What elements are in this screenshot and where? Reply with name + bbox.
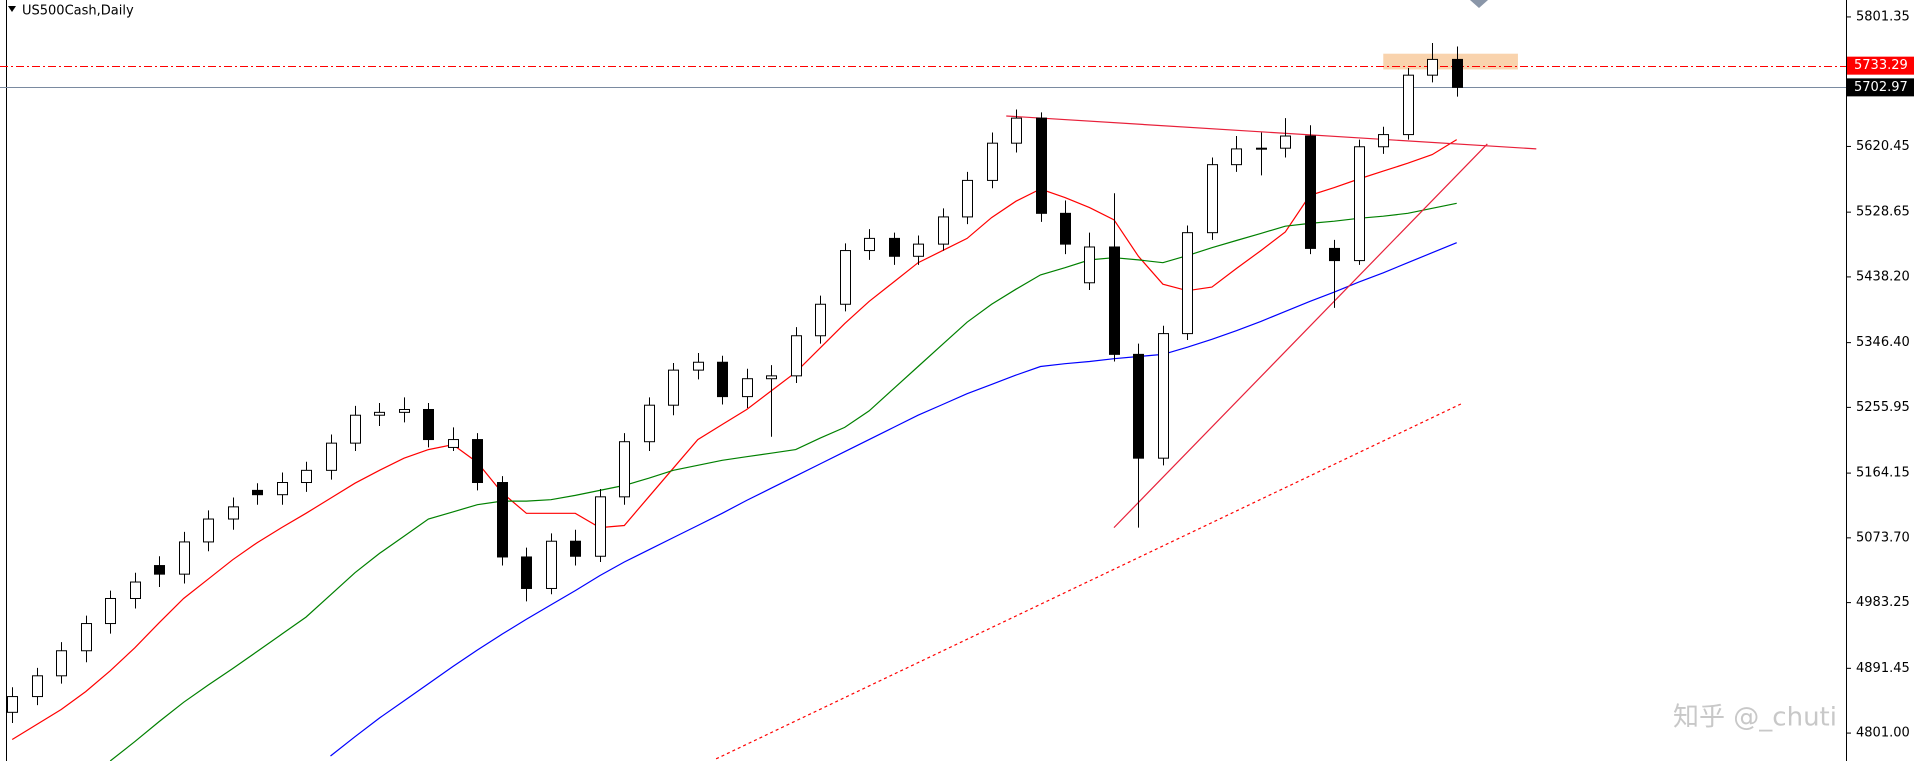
y-tick-label: 5255.95 — [1856, 400, 1910, 415]
candle-body — [1207, 164, 1218, 234]
shift-marker — [1470, 0, 1488, 8]
y-tick-label: 4983.25 — [1856, 595, 1910, 610]
candle-body — [1109, 246, 1120, 355]
candle-body — [350, 414, 361, 444]
candle-body — [130, 581, 141, 599]
candle-body — [546, 540, 557, 589]
y-tick-label: 5438.20 — [1856, 269, 1910, 284]
candle-body — [791, 335, 802, 377]
price-label-box — [1847, 78, 1914, 97]
candle-body — [56, 650, 67, 677]
candle-body — [1280, 135, 1291, 149]
candle-body — [81, 623, 92, 652]
candle-body — [1427, 58, 1438, 76]
candle-body — [179, 541, 190, 575]
y-tick-label: 5620.45 — [1856, 139, 1910, 154]
candle-body — [1354, 146, 1365, 262]
candle-body — [448, 439, 459, 448]
moving-average — [109, 202, 1457, 761]
candle-body — [619, 441, 630, 498]
candle-body — [668, 369, 679, 406]
candle-body — [497, 482, 508, 558]
candle-body — [644, 404, 655, 443]
y-tick-label: 5801.35 — [1856, 9, 1910, 24]
candle-body — [889, 237, 900, 257]
candle-body — [913, 243, 924, 257]
candle-body — [1060, 212, 1071, 245]
candle-body — [7, 696, 18, 713]
candle-body — [815, 303, 826, 337]
candle-body — [938, 216, 949, 245]
candle-body — [570, 540, 581, 557]
price-label: 5702.97 — [1854, 80, 1908, 95]
candle-body — [105, 597, 116, 625]
candle-body — [1452, 58, 1463, 88]
y-tick-label: 5073.70 — [1856, 530, 1910, 545]
candle-body — [374, 411, 385, 416]
candle-body — [326, 442, 337, 471]
candle-body — [1305, 135, 1316, 249]
candle-body — [1256, 147, 1267, 150]
candle-body — [1158, 333, 1169, 459]
trendline — [1006, 115, 1537, 150]
candle-body — [399, 408, 410, 413]
candle-body — [742, 378, 753, 398]
candle-body — [423, 408, 434, 441]
trendline — [1113, 143, 1488, 529]
candle-body — [1011, 117, 1022, 144]
candle-body — [1133, 353, 1144, 459]
candle-body — [987, 142, 998, 181]
candle-body — [595, 496, 606, 557]
candle-body — [203, 518, 214, 543]
price-label-box — [1847, 56, 1914, 75]
candle-body — [277, 482, 288, 496]
price-zone — [1383, 53, 1518, 70]
candle-body — [32, 675, 43, 698]
candle-body — [693, 361, 704, 371]
y-tick-label: 5164.15 — [1856, 466, 1910, 481]
candle-body — [154, 565, 165, 575]
candle-body — [864, 237, 875, 252]
candle-body — [1036, 117, 1047, 214]
candle-body — [1329, 247, 1340, 262]
candle-body — [301, 469, 312, 484]
moving-average — [11, 139, 1458, 741]
candle-body — [1231, 148, 1242, 166]
candle-body — [1182, 232, 1193, 335]
y-tick-label: 5528.65 — [1856, 205, 1910, 220]
moving-average — [330, 242, 1457, 757]
menu-triangle[interactable] — [8, 6, 16, 12]
y-tick-label: 5346.40 — [1856, 335, 1910, 350]
candle-body — [472, 439, 483, 484]
candle-body — [840, 250, 851, 305]
candle-body — [717, 361, 728, 398]
candle-body — [228, 506, 239, 520]
candle-body — [252, 489, 263, 496]
y-tick-label: 4891.45 — [1856, 661, 1910, 676]
watermark: 知乎 @_chuti — [1673, 703, 1837, 733]
y-tick-label: 4801.00 — [1856, 726, 1910, 741]
price-label: 5733.29 — [1854, 58, 1908, 73]
candle-body — [1403, 74, 1414, 136]
chart-title: US500Cash,Daily — [22, 4, 134, 19]
candle-body — [766, 375, 777, 380]
candle-body — [1378, 134, 1389, 148]
candle-body — [962, 179, 973, 218]
candle-body — [1084, 246, 1095, 284]
candle-body — [521, 556, 532, 589]
